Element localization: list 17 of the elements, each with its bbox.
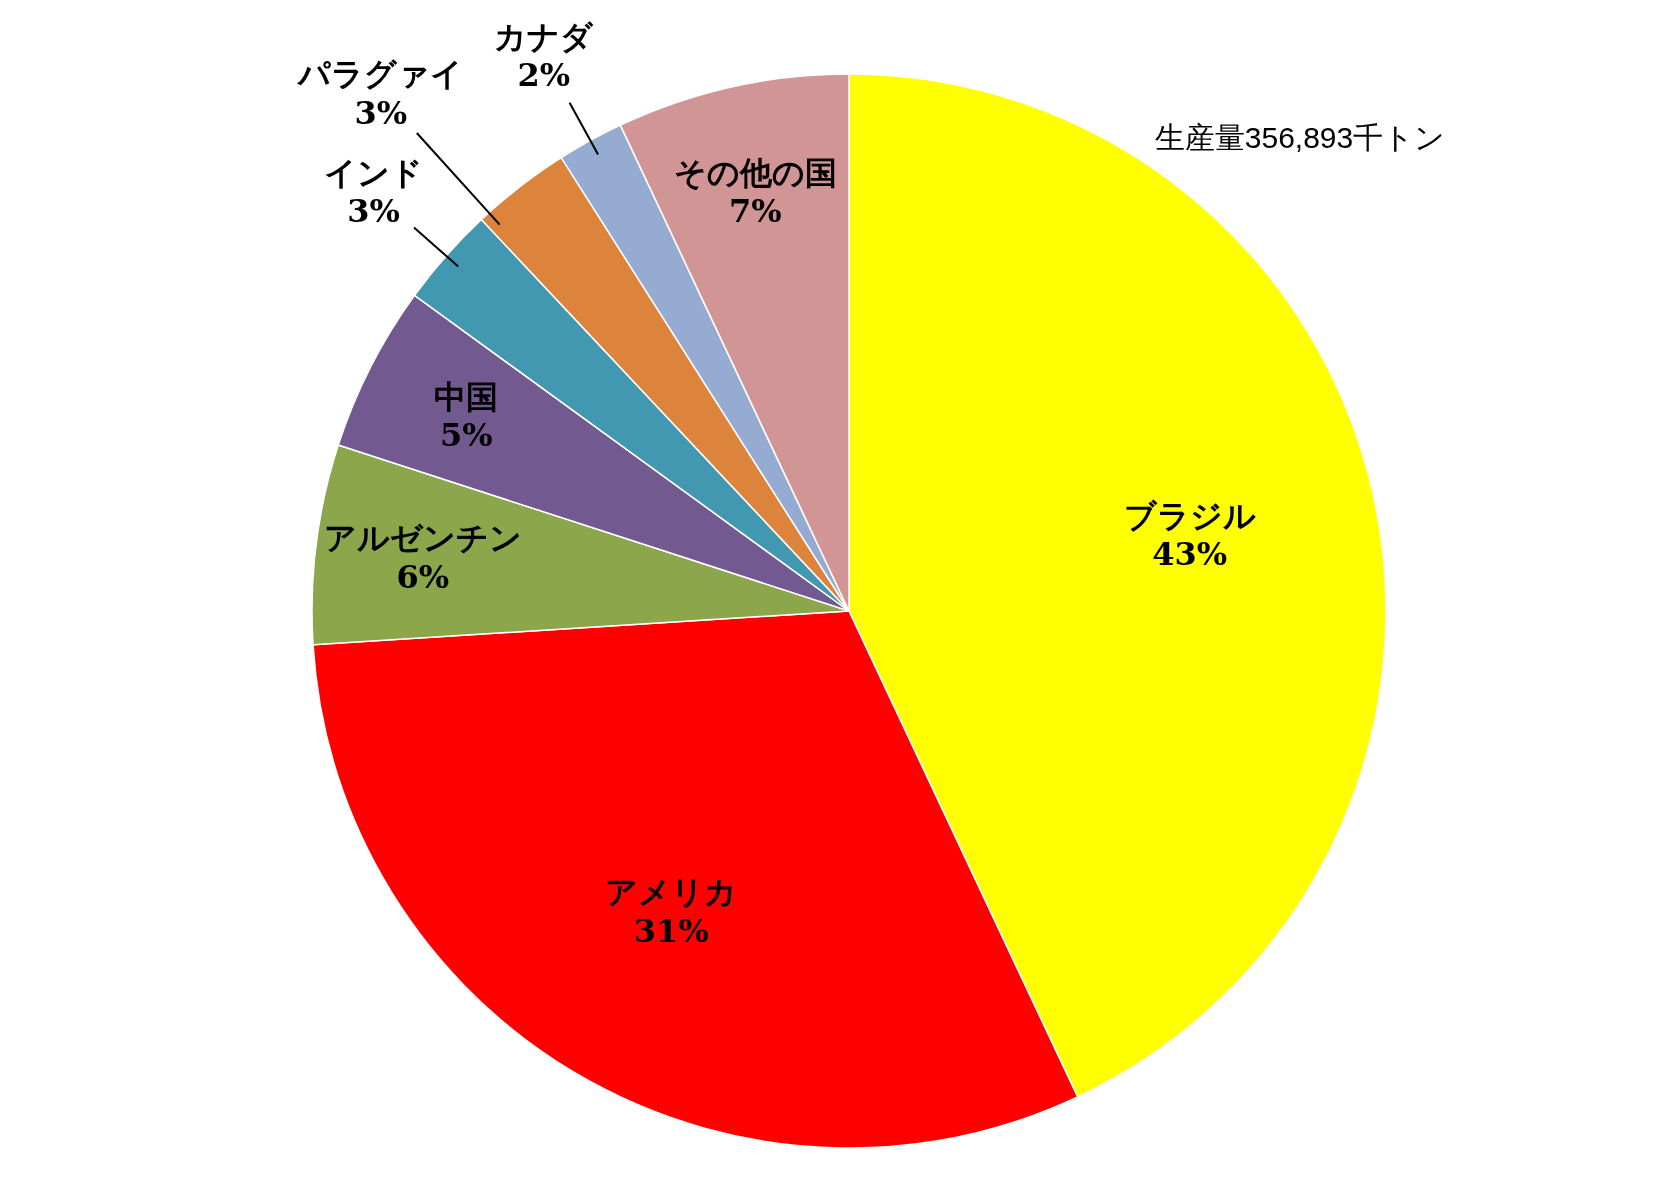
data-label: 2% [517,56,571,95]
data-label: 6% [396,557,450,596]
data-label: 31% [633,911,709,950]
data-label: 43% [1152,535,1228,574]
data-label: 3% [354,93,408,132]
slice-label: 中国 [434,377,499,416]
data-label: 3% [347,192,401,231]
slice-label: アルゼンチン [323,519,522,558]
data-label: 5% [439,416,493,455]
slice-label: インド [324,153,424,192]
slice-label: カナダ [494,17,595,56]
slice-label: ブラジル [1123,496,1256,535]
slice-label: アメリカ [605,873,738,912]
data-label: 7% [728,192,782,231]
slice-label: パラグァイ [296,55,464,94]
slice-label: その他の国 [673,153,837,192]
text: 生産量356,893千トン [1154,121,1446,154]
